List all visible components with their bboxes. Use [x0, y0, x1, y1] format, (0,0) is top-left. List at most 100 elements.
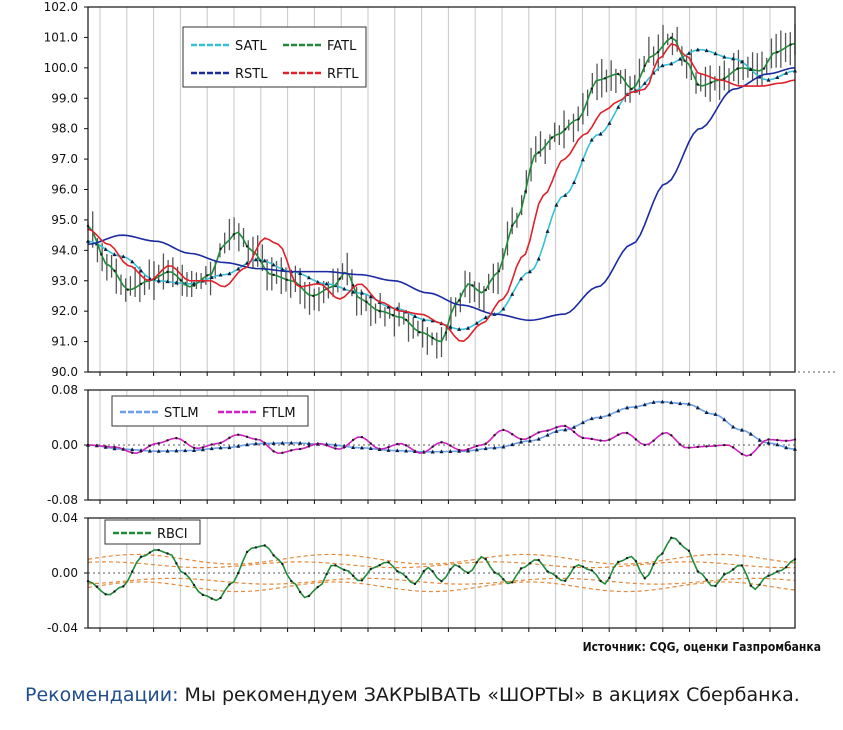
series-marker: [687, 446, 691, 449]
series-marker: [333, 442, 338, 447]
series-marker: [696, 570, 699, 573]
series-marker: [272, 450, 275, 453]
series-marker: [537, 558, 540, 562]
series-marker: [201, 446, 205, 449]
series-marker: [617, 433, 620, 436]
series-marker: [767, 438, 770, 441]
series-marker: [343, 568, 346, 572]
series-marker: [545, 229, 550, 233]
series-marker: [563, 193, 568, 197]
recommendation-label: Рекомендации:: [25, 684, 179, 706]
series-marker: [412, 314, 417, 318]
series-marker: [589, 416, 594, 421]
series-marker: [298, 590, 302, 594]
series-marker: [439, 449, 444, 454]
y-tick-label: 91.0: [51, 335, 78, 349]
series-marker: [404, 318, 408, 322]
series-marker: [324, 281, 329, 286]
series-marker: [378, 309, 381, 313]
y-tick-label: -0.08: [47, 493, 78, 507]
series-marker: [156, 278, 161, 283]
series-marker: [139, 268, 144, 273]
series-marker: [554, 429, 559, 433]
series-marker: [312, 294, 315, 298]
series-marker: [670, 434, 673, 437]
series-marker: [678, 401, 683, 406]
series-marker: [502, 428, 505, 432]
y-tick-label: 93.0: [51, 274, 78, 288]
series-marker: [254, 438, 258, 441]
series-marker: [580, 157, 585, 162]
series-marker: [572, 566, 576, 569]
series-marker: [484, 442, 487, 446]
series-marker: [184, 441, 187, 444]
series-marker: [315, 279, 320, 284]
series-marker: [316, 585, 319, 589]
series-marker: [245, 260, 250, 265]
chart-area: 102.0 101.0 100.0 99.0 98.0 97.0 96.0 95.0 94.0 9…: [44, 0, 835, 635]
series-marker: [281, 451, 284, 455]
series-marker: [608, 576, 611, 580]
series-marker: [253, 257, 258, 262]
series-marker: [192, 284, 196, 287]
series-marker: [263, 544, 266, 547]
rbci-band: [87, 577, 796, 585]
y-tick-label: 0.00: [51, 566, 78, 580]
series-marker: [440, 580, 443, 583]
series-marker: [625, 556, 629, 560]
series-marker: [678, 542, 682, 545]
series-marker: [762, 67, 766, 70]
series-satl: [87, 48, 796, 331]
series-marker: [564, 128, 567, 131]
legend-label: FATL: [327, 39, 357, 54]
series-marker: [100, 253, 103, 256]
series-marker: [342, 286, 347, 291]
series-marker: [536, 256, 541, 261]
series-marker: [351, 574, 355, 577]
series-marker: [581, 565, 585, 568]
series-marker: [343, 446, 346, 449]
series-marker: [784, 445, 789, 450]
series-marker: [740, 564, 744, 567]
series-marker: [209, 446, 214, 451]
series-marker: [776, 50, 779, 54]
series-marker: [378, 447, 381, 451]
series-marker: [444, 331, 448, 334]
series-marker: [537, 431, 540, 434]
series-marker: [484, 557, 487, 561]
series-marker: [395, 448, 400, 453]
series-marker: [306, 275, 311, 280]
series-marker: [280, 440, 285, 445]
series-marker: [590, 87, 593, 90]
series-marker: [351, 284, 355, 287]
series-marker: [643, 64, 646, 68]
series-marker: [368, 446, 373, 451]
series-marker: [731, 568, 735, 571]
legend-layer: SATL FATL RSTL RFTL STLM FTLM RBCI: [104, 26, 367, 545]
series-marker: [598, 415, 603, 419]
series-marker: [475, 561, 479, 564]
recommendation-text: Мы рекомендуем ЗАКРЫВАТЬ «ШОРТЫ» в акция…: [178, 684, 800, 706]
series-marker: [121, 254, 126, 259]
series-marker: [218, 272, 223, 277]
series-marker: [365, 300, 368, 304]
series-marker: [418, 330, 421, 334]
series-marker: [789, 43, 792, 46]
series-marker: [440, 441, 443, 444]
series-marker: [263, 441, 266, 445]
series-marker: [510, 291, 515, 296]
series-marker: [95, 585, 99, 588]
series-marker: [466, 448, 470, 451]
series-marker: [359, 290, 364, 295]
series-marker: [634, 438, 638, 441]
series-marker: [306, 441, 311, 446]
series-marker: [307, 445, 311, 448]
y-tick-label: 0.08: [51, 383, 78, 397]
series-marker: [192, 448, 197, 452]
series-marker: [236, 266, 241, 271]
series-marker: [536, 436, 541, 441]
series-rbci: [87, 536, 796, 602]
series-marker: [280, 267, 285, 271]
series-marker: [705, 445, 708, 448]
series-marker: [360, 579, 364, 582]
